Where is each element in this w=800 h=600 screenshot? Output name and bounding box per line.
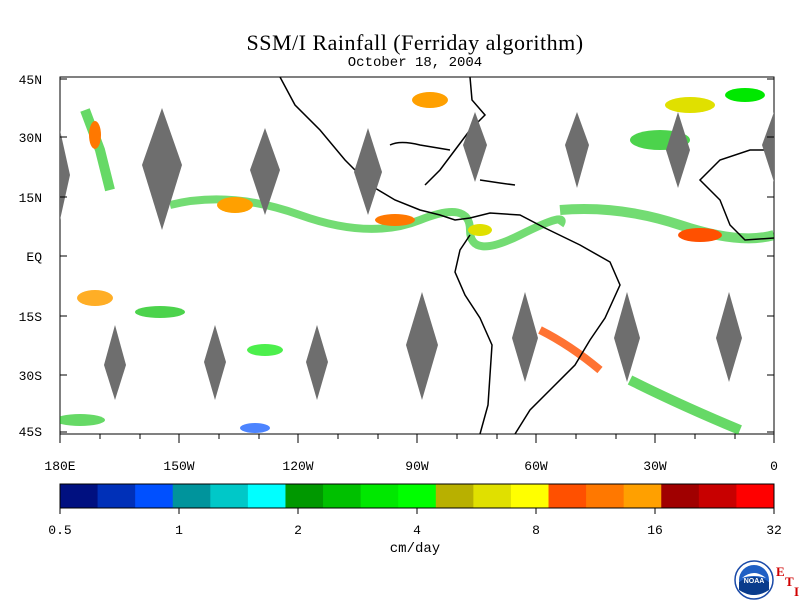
colorbar-swatch	[473, 484, 512, 508]
lon-label-150w: 150W	[163, 459, 194, 474]
colorbar-swatch	[360, 484, 399, 508]
lat-label-30s: 30S	[19, 369, 43, 384]
logo-letter-e: E	[776, 564, 785, 579]
lon-label-60w: 60W	[524, 459, 548, 474]
colorbar-unit: cm/day	[389, 541, 441, 557]
colorbar-swatch	[548, 484, 587, 508]
lat-label-15s: 15S	[19, 310, 43, 325]
lat-label-30n: 30N	[19, 131, 42, 146]
cb-label-4: 4	[413, 523, 421, 538]
colorbar	[60, 484, 775, 508]
colorbar-swatch	[285, 484, 324, 508]
lon-ticks	[59, 434, 775, 443]
cb-label-8: 8	[532, 523, 540, 538]
colorbar-swatch	[623, 484, 662, 508]
colorbar-swatch	[661, 484, 700, 508]
cb-label-0-5: 0.5	[48, 523, 71, 538]
lat-ticks	[60, 78, 774, 433]
colorbar-swatch	[60, 484, 99, 508]
colorbar-labels: 0.5 1 2 4 8 16 32	[48, 523, 782, 538]
colorbar-swatch	[172, 484, 211, 508]
cb-label-2: 2	[294, 523, 302, 538]
colorbar-swatch	[97, 484, 136, 508]
colorbar-swatch	[586, 484, 625, 508]
colorbar-swatch	[698, 484, 737, 508]
colorbar-swatch	[510, 484, 550, 508]
lat-labels: 45N 30N 15N EQ 15S 30S 45S	[19, 73, 43, 440]
lon-label-180e: 180E	[44, 459, 75, 474]
svg-text:NOAA: NOAA	[744, 578, 765, 585]
lat-label-45s: 45S	[19, 425, 43, 440]
lat-label-eq: EQ	[26, 250, 42, 265]
colorbar-ticks	[59, 508, 775, 514]
lon-label-0: 0	[770, 459, 778, 474]
lat-label-15n: 15N	[19, 191, 42, 206]
cb-label-1: 1	[175, 523, 183, 538]
map-date: October 18, 2004	[347, 55, 483, 71]
colorbar-swatch	[398, 484, 437, 508]
data-gaps	[60, 108, 774, 400]
colorbar-swatch	[210, 484, 249, 508]
colorbar-swatch	[323, 484, 362, 508]
colorbar-swatch	[435, 484, 474, 508]
map-title: SSM/I Rainfall (Ferriday algorithm)	[246, 30, 584, 55]
lat-label-45n: 45N	[19, 73, 42, 88]
logo-letter-i: I	[794, 584, 800, 599]
lon-label-120w: 120W	[282, 459, 313, 474]
cb-label-32: 32	[766, 523, 782, 538]
colorbar-swatch	[135, 484, 174, 508]
colorbar-swatch	[736, 484, 775, 508]
lon-labels: 180E 150W 120W 90W 60W 30W 0	[44, 459, 778, 474]
cb-label-16: 16	[647, 523, 663, 538]
lon-label-30w: 30W	[643, 459, 667, 474]
colorbar-swatch	[247, 484, 286, 508]
noaa-logo-icon: NOAA	[734, 560, 774, 600]
logo-letter-t: T	[785, 574, 794, 589]
lon-label-90w: 90W	[405, 459, 429, 474]
